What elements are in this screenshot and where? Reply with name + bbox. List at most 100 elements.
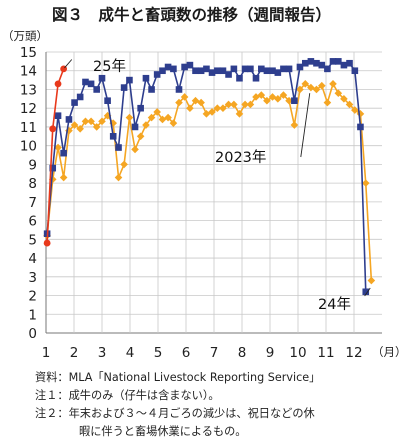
data-point [219,67,227,75]
x-axis-unit: （月） [372,345,400,359]
x-tick-label: 8 [238,345,247,361]
data-point [54,143,62,152]
grid-lines [45,51,382,334]
data-point [329,58,337,65]
data-point [268,93,277,101]
y-tick-label: 5 [28,232,37,248]
x-axis-ticks: 1 2 3 4 5 6 7 8 9 10 11 12 [42,345,363,361]
data-point [230,65,238,73]
data-point [158,115,167,124]
annotations-group: 25年 2023年 24年 [64,58,371,313]
data-point [258,65,265,73]
series-2023 [43,58,370,296]
data-point [214,67,221,75]
data-point [186,104,194,112]
y-tick-label: 8 [28,176,37,192]
x-tick-label: 2 [70,345,79,361]
data-point [175,86,183,93]
annotation-25-leader [64,59,73,69]
note-source-text: MLA「National Livestock Reporting Service… [68,371,321,384]
y-tick-label: 9 [28,157,37,173]
data-point [230,100,238,109]
data-point [148,86,155,93]
annotation-24-leader [364,287,371,297]
y-tick-label: 13 [20,82,37,98]
y-tick-label: 11 [20,120,37,136]
data-point [280,65,287,73]
data-point [345,100,354,109]
note-1-key: 注１： [35,389,69,402]
data-point [181,63,188,71]
data-point [126,76,133,84]
data-point [197,67,205,75]
data-point [180,93,189,101]
data-point [279,91,288,99]
data-point [329,80,337,88]
data-point [241,65,249,73]
x-tick-label: 9 [266,345,275,361]
x-tick-label: 5 [154,345,163,361]
x-tick-label: 1 [42,345,51,361]
data-point [153,71,161,78]
data-point [285,96,293,105]
data-point [208,69,216,76]
data-point [219,104,227,112]
data-point [115,144,122,151]
data-point [290,121,299,129]
data-point [186,61,194,69]
data-point [191,96,200,105]
data-point [307,58,315,65]
y-tick-label: 2 [28,289,37,305]
data-point [136,132,145,141]
annotation-2023-leader [300,93,311,158]
data-point [236,74,243,82]
data-point [312,85,321,94]
x-tick-label: 6 [182,345,191,361]
data-point [92,123,101,131]
data-point [296,63,304,71]
data-point [208,108,216,116]
y-tick-label: 7 [28,195,37,211]
data-point [82,78,89,86]
data-point [98,117,106,126]
data-point [54,80,62,88]
annotation-25: 25年 [93,58,126,75]
data-point [263,96,271,105]
y-axis-label: （万頭） [2,29,48,43]
note-1-text: 成牛のみ（仔牛は含まない）。 [68,389,220,402]
y-tick-label: 0 [28,326,37,342]
data-point [318,61,326,69]
note-source: 資料： MLA「National Livestock Reporting Ser… [0,369,400,387]
annotation-2023: 2023年 [215,149,266,166]
data-point [313,59,320,67]
data-point [170,65,177,73]
data-point [203,65,210,73]
y-tick-label: 10 [20,139,37,155]
data-point [351,106,359,114]
data-point [285,65,293,73]
data-point [274,69,282,76]
x-tick-label: 4 [126,345,135,361]
series-24 [43,80,376,285]
y-tick-label: 6 [28,214,37,230]
data-point [137,104,144,112]
notes-block: 資料： MLA「National Livestock Reporting Ser… [0,369,400,441]
y-tick-label: 3 [28,270,37,286]
data-point [246,100,255,109]
data-point [252,74,260,82]
data-point [131,123,139,131]
data-point [225,71,232,78]
data-point [125,113,134,122]
data-point [164,63,172,71]
data-point [269,67,276,75]
data-point [340,61,348,69]
x-tick-label: 10 [289,345,306,361]
data-point [357,123,364,131]
data-point [213,104,222,112]
series-group [43,58,376,296]
data-point [296,85,304,94]
note-2-continued: 暇に伴うと畜場休業によるもの。 [79,425,247,438]
data-point [197,98,205,107]
data-point [159,67,166,75]
data-point [114,173,123,182]
